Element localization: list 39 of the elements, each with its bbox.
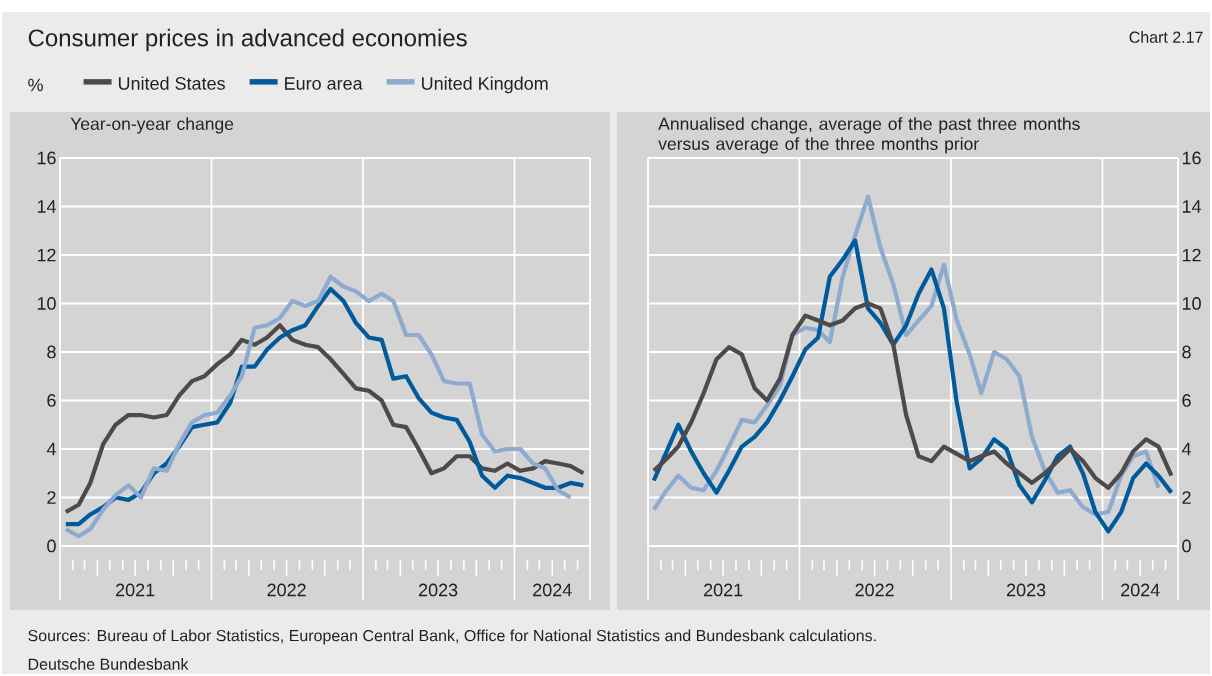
y-tick-label: 14 xyxy=(1182,200,1202,213)
chart-subtitle: Annualised change, average of the past three months versus average of the three months prior xyxy=(658,117,1080,154)
caption: Chart 2.17 xyxy=(1129,31,1203,43)
x-tick-label: 2023 xyxy=(1006,583,1046,597)
y-tick-label: 10 xyxy=(1182,297,1201,310)
y-tick-label: 4 xyxy=(1181,442,1192,456)
x-tick-label: 2022 xyxy=(267,583,306,597)
text: Deutsche Bundesbank xyxy=(28,658,189,670)
x-tick-label: 2024 xyxy=(533,583,572,597)
y-tick-label: 6 xyxy=(47,394,56,407)
x-tick-label: 2021 xyxy=(116,583,155,597)
x-tick-label: 2022 xyxy=(855,583,894,597)
legend-label: Euro area xyxy=(285,77,363,90)
y-tick-label: 16 xyxy=(37,151,56,165)
x-tick-label: 2024 xyxy=(1121,583,1160,597)
y-tick-label: 0 xyxy=(1182,539,1191,553)
legend-label: United States xyxy=(118,76,225,90)
y-tick-label: 4 xyxy=(46,442,56,456)
y-tick-label: 8 xyxy=(1182,345,1191,359)
legend-label: United Kingdom xyxy=(422,76,548,94)
y-tick-label: 12 xyxy=(37,248,56,262)
y-tick-label: 6 xyxy=(1182,394,1191,407)
chart-title: Consumer prices in advanced economies xyxy=(28,28,467,52)
y-axis-title: % xyxy=(28,78,43,92)
source-note: Sources: Bureau of Labor Statistics, European Central Bank, Office for National Statistics and Bundesbank calculations. xyxy=(28,629,876,645)
y-tick-label: 0 xyxy=(47,539,56,553)
x-tick-label: 2023 xyxy=(418,583,458,597)
y-tick-label: 16 xyxy=(1182,151,1201,165)
x-tick-label: 2021 xyxy=(704,583,743,597)
line-series xyxy=(63,323,586,515)
chart-subtitle: Year-on-year change xyxy=(70,117,234,134)
line-series xyxy=(651,301,1174,490)
y-tick-label: 12 xyxy=(1182,248,1201,262)
y-tick-label: 8 xyxy=(47,345,56,359)
y-tick-label: 2 xyxy=(1182,491,1191,504)
y-tick-label: 14 xyxy=(37,200,56,213)
y-tick-label: 10 xyxy=(37,297,56,310)
line-series xyxy=(651,238,1174,534)
y-tick-label: 2 xyxy=(47,491,56,504)
